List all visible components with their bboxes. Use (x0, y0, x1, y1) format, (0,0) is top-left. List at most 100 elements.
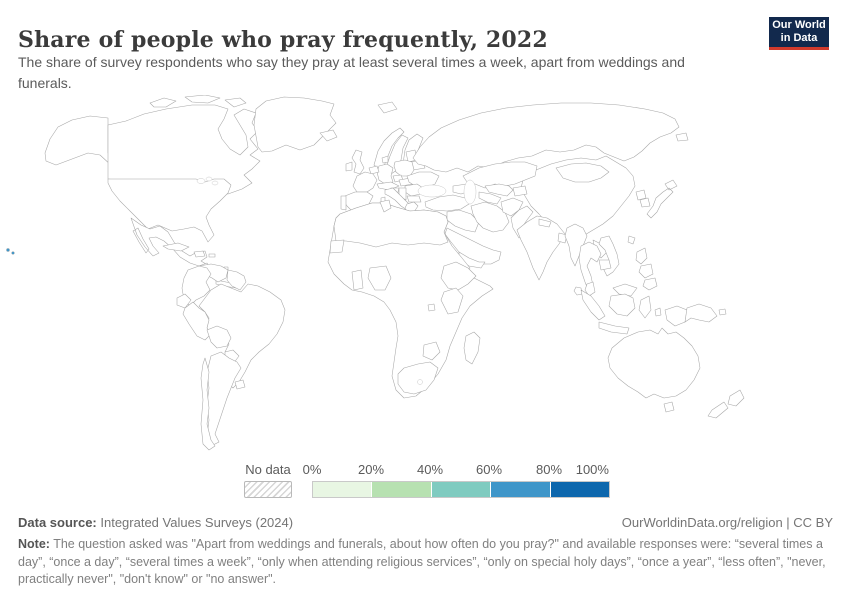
no-data-label: No data (245, 462, 291, 477)
country-rwanda[interactable] (427, 303, 436, 312)
black-sea (417, 184, 447, 198)
owid-logo[interactable]: Our World in Data (769, 17, 829, 50)
owid-logo-line2: in Data (780, 32, 818, 44)
country-benelux[interactable] (368, 165, 380, 175)
country-syria-iraq-jordan[interactable] (446, 209, 480, 233)
country-new-zealand[interactable] (707, 389, 745, 419)
country-nigeria[interactable] (367, 265, 392, 291)
country-australia[interactable] (607, 327, 701, 413)
country-malaysia[interactable] (584, 281, 638, 297)
country-france[interactable] (352, 171, 378, 193)
country-north-africa[interactable] (333, 202, 449, 248)
tick-100: 100% (575, 462, 609, 477)
country-japan[interactable] (646, 179, 678, 219)
country-usa[interactable] (107, 178, 232, 243)
rights-link[interactable]: OurWorldinData.org/religion | CC BY (621, 515, 833, 530)
country-ukraine[interactable] (406, 171, 440, 189)
tick-40: 40% (416, 462, 444, 477)
country-cambodia[interactable] (598, 259, 612, 271)
country-madagascar[interactable] (463, 331, 481, 365)
tick-0: 0% (302, 462, 322, 477)
chart-subtitle: The share of survey respondents who say … (18, 54, 685, 91)
note-text: Note: The question asked was "Apart from… (18, 536, 836, 589)
legend-colorbar (312, 481, 610, 498)
country-ghana[interactable] (351, 269, 364, 291)
legend-bin-40-60[interactable] (431, 482, 492, 497)
country-bangladesh[interactable] (557, 232, 568, 244)
country-denmark[interactable] (381, 155, 389, 164)
country-ireland[interactable] (345, 161, 353, 172)
tick-20: 20% (357, 462, 385, 477)
country-indonesia[interactable] (580, 289, 688, 344)
tick-60: 60% (475, 462, 503, 477)
country-ecuador[interactable] (176, 293, 192, 309)
country-chile[interactable] (200, 357, 216, 451)
great-lakes-2 (205, 176, 213, 182)
country-myanmar[interactable] (564, 223, 588, 267)
country-argentina[interactable] (206, 351, 242, 447)
country-uruguay[interactable] (234, 379, 246, 390)
country-western-sahara[interactable] (329, 239, 345, 254)
country-uk[interactable] (351, 149, 365, 175)
country-greenland[interactable] (253, 96, 337, 153)
country-uzbekistan[interactable] (484, 183, 514, 197)
legend-bin-20-40[interactable] (372, 482, 432, 497)
country-turkey[interactable] (424, 194, 470, 212)
country-iceland[interactable] (319, 129, 338, 142)
country-svalbard[interactable] (377, 101, 398, 114)
country-zimbabwe[interactable] (422, 341, 441, 361)
country-china[interactable] (520, 155, 636, 241)
country-south-africa[interactable] (397, 361, 439, 395)
country-poland[interactable] (393, 159, 415, 177)
owid-logo-line1: Our World (772, 19, 826, 32)
country-papua-new-guinea[interactable] (684, 303, 727, 323)
country-turkmenistan[interactable] (478, 191, 502, 205)
country-colombia[interactable] (181, 265, 212, 307)
country-iran[interactable] (470, 201, 510, 233)
country-nepal[interactable] (538, 218, 552, 228)
country-vietnam[interactable] (598, 235, 620, 277)
country-south-korea[interactable] (639, 197, 651, 208)
country-hawaii-2[interactable] (11, 251, 15, 255)
country-kazakhstan[interactable] (462, 161, 538, 189)
legend-bin-80-100[interactable] (550, 482, 610, 497)
country-kenya[interactable] (440, 287, 464, 315)
great-lakes (196, 178, 206, 184)
country-russia[interactable] (412, 102, 689, 173)
country-philippines[interactable] (635, 247, 658, 291)
country-cuba[interactable] (162, 242, 190, 252)
country-mongolia[interactable] (555, 162, 610, 183)
country-ethiopia[interactable] (440, 261, 477, 291)
note-label: Note: (18, 537, 50, 551)
country-portugal[interactable] (340, 195, 347, 211)
world-map (6, 95, 745, 451)
country-kyrgyzstan-tajikistan[interactable] (512, 185, 528, 197)
country-sri-lanka[interactable] (573, 286, 583, 296)
no-data-swatch[interactable] (244, 481, 292, 498)
note-value: The question asked was "Apart from weddi… (18, 537, 826, 586)
legend-bin-0-20[interactable] (313, 482, 373, 497)
lesotho-hole (417, 379, 423, 385)
page-title: Share of people who pray frequently, 202… (18, 26, 548, 53)
country-guyanas[interactable] (226, 269, 247, 291)
country-north-korea[interactable] (635, 189, 647, 201)
country-saudi-arabia[interactable] (444, 227, 502, 265)
tick-80: 80% (535, 462, 563, 477)
data-source-line: Data source: Integrated Values Surveys (… (18, 515, 293, 530)
country-hawaii[interactable] (6, 248, 10, 252)
country-puerto-rico[interactable] (208, 253, 216, 258)
country-hispaniola[interactable] (193, 250, 206, 258)
country-taiwan[interactable] (627, 235, 636, 245)
great-lakes-3 (211, 180, 219, 186)
data-source-value: Integrated Values Surveys (2024) (96, 515, 294, 530)
country-bulgaria[interactable] (406, 195, 422, 203)
legend-bin-60-80[interactable] (491, 482, 551, 497)
country-germany[interactable] (376, 163, 394, 185)
country-bolivia[interactable] (206, 325, 232, 349)
data-source-label: Data source: (18, 515, 97, 530)
country-thailand[interactable] (578, 241, 602, 293)
country-pakistan[interactable] (510, 205, 534, 239)
country-india[interactable] (516, 215, 566, 281)
country-sweden[interactable] (385, 134, 409, 175)
country-tunisia[interactable] (379, 199, 392, 213)
